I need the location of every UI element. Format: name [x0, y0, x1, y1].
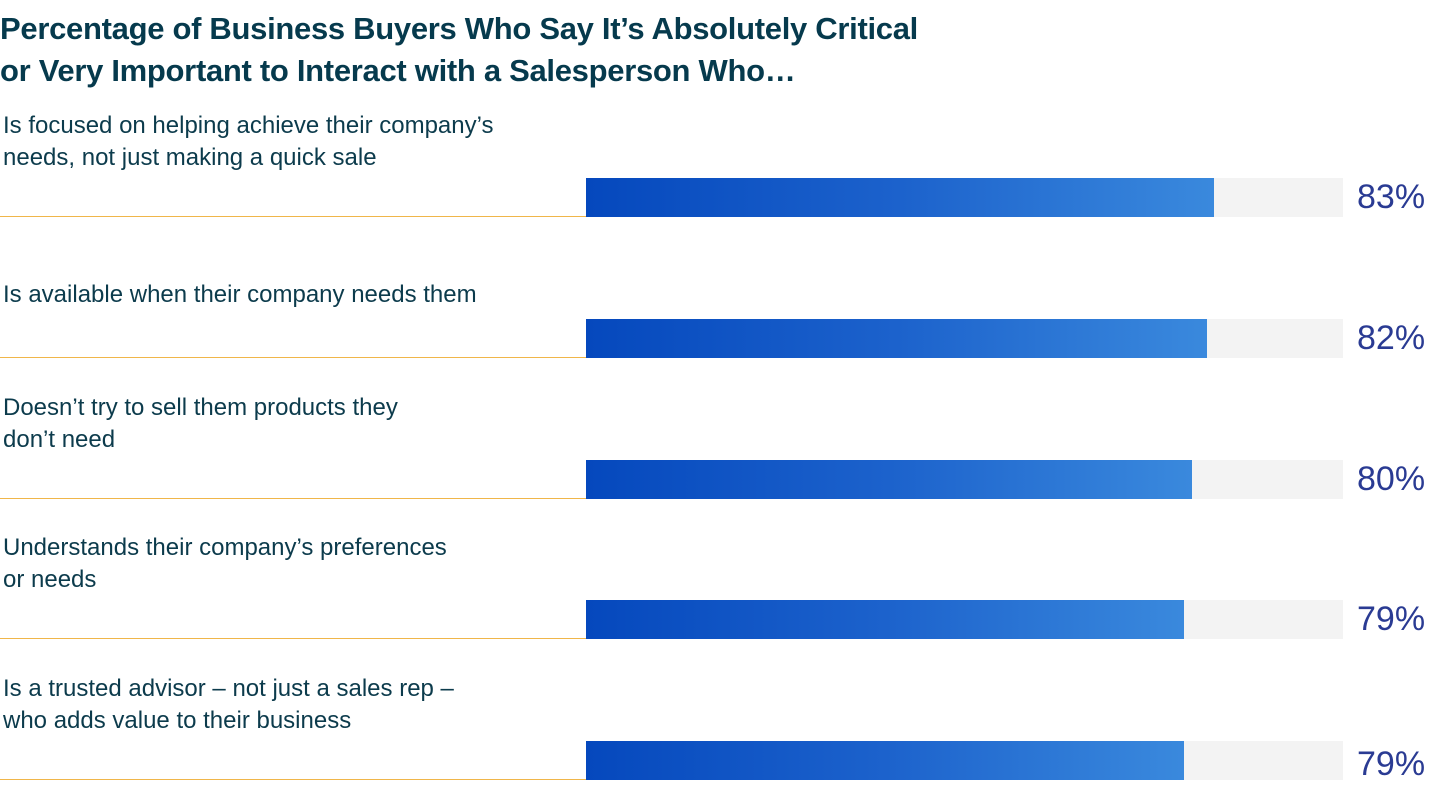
chart-title: Percentage of Business Buyers Who Say It… [0, 8, 918, 92]
value-label: 79% [1357, 600, 1426, 638]
value-label: 79% [1357, 745, 1426, 783]
row-divider [0, 357, 586, 358]
value-label: 82% [1357, 319, 1426, 357]
row-divider [0, 638, 586, 639]
category-label: Understands their company’s preferences o… [3, 532, 563, 596]
bar [586, 600, 1185, 639]
bar [586, 460, 1192, 499]
category-label: Doesn’t try to sell them products they do… [3, 392, 563, 456]
category-label-line: Doesn’t try to sell them products they [3, 394, 398, 421]
category-label-line: Is focused on helping achieve their comp… [3, 112, 494, 139]
bar [586, 178, 1215, 217]
value-label: 80% [1357, 460, 1426, 498]
category-label-line: Is available when their company needs th… [3, 281, 477, 308]
chart-title-line: or Very Important to Interact with a Sal… [0, 53, 796, 88]
bar [586, 741, 1185, 780]
bar [586, 319, 1207, 358]
category-label-line: who adds value to their business [3, 707, 352, 734]
row-divider [0, 216, 586, 217]
row-divider [0, 498, 586, 499]
chart-title-line: Percentage of Business Buyers Who Say It… [0, 11, 918, 46]
category-label-line: needs, not just making a quick sale [3, 144, 377, 171]
row-divider [0, 779, 586, 780]
value-label: 83% [1357, 178, 1426, 216]
category-label-line: don’t need [3, 426, 116, 453]
category-label: Is focused on helping achieve their comp… [3, 110, 563, 174]
category-label: Is available when their company needs th… [3, 279, 563, 311]
category-label-line: Understands their company’s preferences [3, 534, 447, 561]
category-label: Is a trusted advisor – not just a sales … [3, 673, 563, 737]
category-label-line: or needs [3, 566, 97, 593]
category-label-line: Is a trusted advisor – not just a sales … [3, 675, 454, 702]
